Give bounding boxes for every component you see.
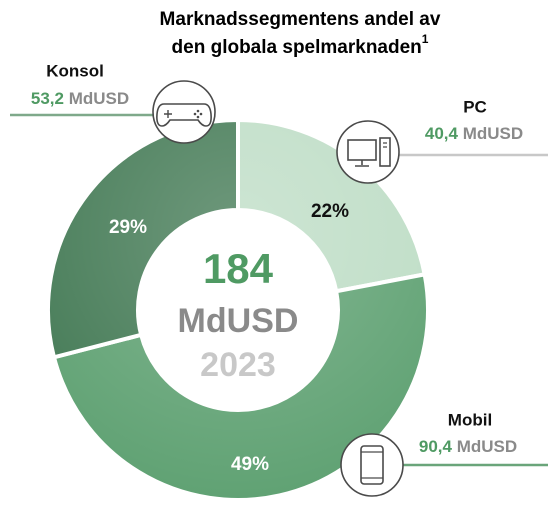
- amount-unit: MdUSD: [463, 124, 523, 143]
- amount-value: 53,2: [31, 89, 64, 108]
- footnote-marker: 1: [422, 32, 429, 46]
- pc-icon: [336, 120, 400, 184]
- amount-label: 90,4 MdUSD: [419, 437, 517, 456]
- year: 2023: [200, 346, 276, 384]
- total-unit: MdUSD: [178, 302, 299, 340]
- chart-title: den globala spelmarknaden1: [172, 32, 429, 58]
- amount-unit: MdUSD: [457, 437, 517, 456]
- title-line: den globala spelmarknaden: [172, 37, 422, 58]
- category-label: PC: [463, 97, 487, 116]
- percent-label: 22%: [311, 201, 349, 222]
- percent-label: 29%: [109, 217, 147, 238]
- category-label: Mobil: [448, 410, 492, 429]
- amount-value: 90,4: [419, 437, 453, 456]
- category-label: Konsol: [46, 61, 104, 80]
- total: 184: [203, 245, 274, 292]
- amount-label: 53,2 MdUSD: [31, 89, 129, 108]
- percent-label: 49%: [231, 454, 269, 475]
- console-icon: [152, 80, 216, 144]
- amount-value: 40,4: [425, 124, 459, 143]
- chart-title: Marknadssegmentens andel av: [160, 9, 441, 30]
- amount-unit: MdUSD: [69, 89, 129, 108]
- amount-label: 40,4 MdUSD: [425, 124, 523, 143]
- mobile-icon: [340, 433, 404, 497]
